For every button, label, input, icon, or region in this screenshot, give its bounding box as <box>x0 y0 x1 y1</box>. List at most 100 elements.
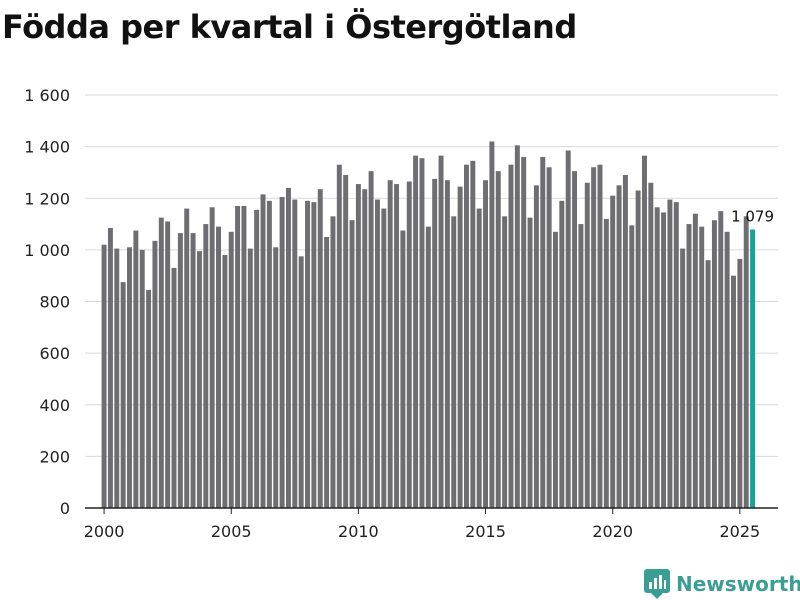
bar <box>387 180 393 508</box>
y-axis: 0 200 400 600 800 1 000 1 200 1 400 1 600 <box>24 86 70 518</box>
bar <box>330 216 336 508</box>
bar <box>533 185 539 508</box>
bar <box>298 256 304 508</box>
bar <box>292 199 298 508</box>
bar <box>216 226 221 509</box>
bar <box>508 164 514 508</box>
bar <box>521 156 527 508</box>
x-tick-label: 2000 <box>84 522 125 541</box>
bar <box>305 200 311 509</box>
bar <box>400 230 406 508</box>
bar <box>101 244 107 508</box>
bar <box>425 226 431 509</box>
x-tick-label: 2020 <box>592 522 633 541</box>
bar <box>120 282 126 508</box>
bar <box>419 158 425 508</box>
bar <box>241 205 247 508</box>
bar <box>146 289 152 508</box>
bar <box>572 171 578 508</box>
y-tick-label: 200 <box>39 447 70 466</box>
bar <box>527 217 533 508</box>
bar <box>349 220 355 509</box>
annotations: 1 079 <box>731 207 774 225</box>
bar <box>610 195 616 508</box>
bar <box>432 178 438 508</box>
bar <box>667 199 673 508</box>
bar <box>578 224 584 508</box>
bar <box>114 248 120 508</box>
bar <box>699 226 705 509</box>
bar <box>196 251 202 508</box>
bar <box>406 181 412 509</box>
bar <box>235 205 241 508</box>
bar <box>463 164 469 508</box>
bar <box>743 216 749 508</box>
bar <box>470 160 476 508</box>
bar <box>661 212 667 508</box>
bar <box>635 190 641 508</box>
x-tick-label: 2025 <box>719 522 760 541</box>
bar <box>127 247 132 508</box>
bar <box>444 180 450 508</box>
y-tick-label: 1 000 <box>24 241 70 260</box>
bar <box>540 156 546 508</box>
bar <box>273 247 279 508</box>
bar <box>629 225 635 508</box>
bar <box>737 258 743 508</box>
bar-latest <box>750 229 756 508</box>
bar <box>260 194 266 509</box>
y-tick-label: 800 <box>39 293 70 312</box>
bar <box>190 233 196 509</box>
bar <box>209 207 215 509</box>
brand-name: Newsworthy <box>676 572 800 596</box>
y-tick-label: 400 <box>39 396 70 415</box>
bar <box>705 260 711 508</box>
bar <box>565 150 571 508</box>
bar <box>591 167 597 508</box>
bar <box>266 200 272 509</box>
bar <box>362 189 368 508</box>
bar <box>381 208 387 508</box>
y-tick-label: 1 200 <box>24 189 70 208</box>
bar <box>603 218 609 508</box>
bar <box>648 182 654 508</box>
bar <box>184 208 190 508</box>
bar <box>107 227 113 508</box>
bar <box>616 185 622 508</box>
bar <box>476 208 482 508</box>
bar <box>177 233 183 509</box>
bar <box>718 211 724 508</box>
bars <box>101 141 756 509</box>
y-tick-label: 1 400 <box>24 138 70 157</box>
bar <box>686 224 692 508</box>
bar <box>133 230 139 508</box>
bar <box>139 249 145 508</box>
bar <box>692 213 698 509</box>
bar <box>343 175 349 509</box>
bar <box>374 199 380 508</box>
bar <box>311 202 317 508</box>
newsworthy-icon <box>644 569 670 599</box>
bar <box>584 182 590 508</box>
bar <box>546 167 552 508</box>
bar <box>622 175 628 509</box>
bar <box>394 184 400 508</box>
bar <box>514 145 520 508</box>
newsworthy-logo[interactable]: Newsworthy <box>644 569 800 599</box>
bar <box>642 155 647 509</box>
bar <box>654 207 660 509</box>
bar <box>368 171 374 508</box>
bar <box>324 236 330 508</box>
bar <box>495 171 501 508</box>
bar <box>254 209 260 508</box>
latest-value-label: 1 079 <box>731 207 774 225</box>
bar <box>559 200 565 509</box>
bar <box>317 189 323 508</box>
bar <box>502 216 508 508</box>
bar <box>489 141 495 508</box>
bar <box>165 221 171 508</box>
bar <box>171 267 177 508</box>
bar <box>597 164 603 508</box>
bar <box>724 231 730 508</box>
